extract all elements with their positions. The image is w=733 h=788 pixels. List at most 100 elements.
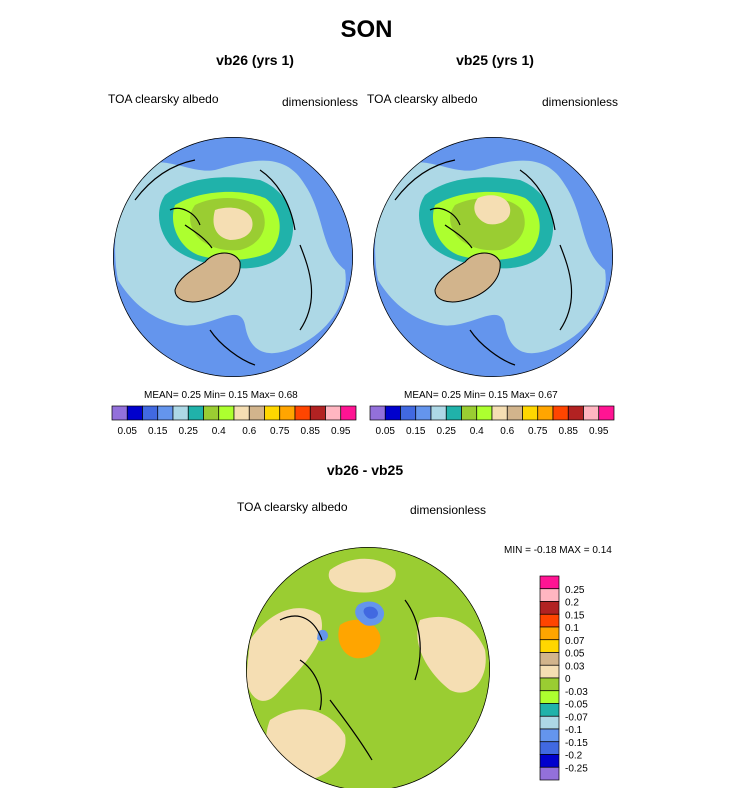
cb1-swatch-2: [142, 405, 159, 421]
cb2-tick-label: 0.6: [500, 426, 514, 437]
cb2-tick-label: 0.05: [376, 426, 396, 437]
cb2-swatch-8: [491, 405, 508, 421]
panel2-albedo-0.55-zone: [474, 195, 511, 225]
panel3-title: vb26 - vb25: [326, 462, 404, 478]
cb2-swatch-2: [400, 405, 417, 421]
cb3-tick-label: -0.07: [565, 712, 588, 723]
cb3-swatch-12: [539, 728, 560, 743]
min-value: 0.15: [488, 390, 508, 401]
max-value: 0.68: [278, 390, 298, 401]
cb2-swatch-3: [415, 405, 432, 421]
cb3-swatch-4: [539, 626, 560, 641]
panel1-units-label: dimensionless: [282, 95, 359, 109]
max-value: 0.67: [538, 390, 558, 401]
cb2-tick-label: 0.85: [559, 426, 579, 437]
cb1-tick-label: 0.95: [331, 426, 351, 437]
cb2-swatch-7: [476, 405, 493, 421]
cb3-swatch-8: [539, 677, 560, 692]
panel2-title: vb25 (yrs 1): [456, 52, 534, 68]
cb3-swatch-5: [539, 639, 560, 653]
cb3-swatch-14: [539, 754, 560, 768]
cb3-tick-label: 0.15: [565, 610, 585, 621]
cb2-swatch-12: [552, 405, 569, 421]
cb2-swatch-10: [522, 405, 539, 421]
cb3-swatch-0: [539, 575, 560, 590]
cb2-tick-label: 0.95: [589, 426, 609, 437]
cb3-tick-label: 0.2: [565, 598, 579, 609]
max-label: Max=: [250, 390, 276, 401]
min-label: Min=: [463, 390, 486, 401]
cb1-swatch-5: [187, 405, 204, 421]
cb2-swatch-1: [384, 405, 401, 421]
cb1-tick-label: 0.75: [270, 426, 290, 437]
panel3-positive-small-zone-a: [246, 608, 322, 701]
panel2-units-label: dimensionless: [542, 95, 619, 109]
panel2-variable-label: TOA clearsky albedo: [367, 92, 478, 106]
panel3-minmax: MIN = -0.18 MAX = 0.14: [504, 545, 612, 556]
cb3-tick-label: -0.15: [565, 738, 588, 749]
panel1-title: vb26 (yrs 1): [216, 52, 294, 68]
panel3-units-label: dimensionless: [410, 503, 487, 517]
cb3-tick-label: 0.1: [565, 623, 579, 634]
panel1-coastlines: [134, 159, 313, 366]
cb1-swatch-13: [309, 405, 326, 421]
panel2-coastlines: [394, 159, 573, 366]
cb1-swatch-9: [248, 405, 265, 421]
cb1-tick-label: 0.4: [212, 426, 226, 437]
cb1-tick-label: 0.25: [179, 426, 199, 437]
panel3-variable-label: TOA clearsky albedo: [237, 500, 348, 514]
cb3-swatch-2: [539, 601, 560, 615]
cb3-swatch-9: [539, 690, 560, 704]
cb1-swatch-10: [264, 405, 281, 421]
cb3-swatch-10: [539, 703, 560, 717]
cb3-swatch-1: [539, 588, 560, 602]
cb1-swatch-4: [172, 405, 189, 421]
cb1-swatch-15: [340, 405, 357, 421]
cb3-swatch-6: [539, 652, 560, 666]
panel3-coastlines: [279, 599, 421, 761]
cb1-swatch-8: [233, 405, 250, 421]
cb2-swatch-0: [369, 405, 386, 421]
cb1-swatch-0: [111, 405, 128, 421]
cb2-swatch-15: [598, 405, 615, 421]
mean-value: 0.25: [181, 390, 201, 401]
cb3-tick-label: 0.05: [565, 649, 585, 660]
cb1-swatch-7: [218, 405, 235, 421]
cb3-swatch-15: [539, 766, 560, 781]
cb2-swatch-13: [567, 405, 584, 421]
mean-label: MEAN=: [404, 390, 439, 401]
cb1-tick-label: 0.6: [242, 426, 256, 437]
cb3-swatch-3: [539, 613, 560, 628]
min-label: Min=: [203, 390, 226, 401]
mean-value: 0.25: [441, 390, 461, 401]
panel2-colorbar: 0.05 0.15 0.25 0.4 0.6 0.75 0.85 0.95: [369, 405, 615, 437]
cb3-tick-label: 0.03: [565, 661, 585, 672]
cb3-tick-label: -0.25: [565, 763, 588, 774]
cb3-tick-label: -0.05: [565, 700, 588, 711]
cb2-swatch-4: [430, 405, 447, 421]
cb3-tick-label: -0.03: [565, 687, 588, 698]
cb2-tick-label: 0.15: [406, 426, 426, 437]
cb1-swatch-6: [203, 405, 220, 421]
cb2-swatch-6: [461, 405, 478, 421]
cb3-swatch-13: [539, 741, 560, 755]
figure-title: SON: [340, 16, 393, 43]
cb1-swatch-3: [157, 405, 174, 421]
cb3-tick-label: 0: [565, 674, 571, 685]
max-label: Max=: [510, 390, 536, 401]
cb1-swatch-14: [325, 405, 342, 421]
cb1-tick-label: 0.15: [148, 426, 168, 437]
cb2-tick-label: 0.4: [470, 426, 484, 437]
panel1-variable-label: TOA clearsky albedo: [108, 92, 219, 106]
panel1-albedo-0.55-zone: [213, 207, 253, 240]
panel2-stats: MEAN= 0.25 Min= 0.15 Max= 0.67: [404, 390, 558, 401]
panel3-positive-0.07-zone: [338, 619, 381, 659]
cb2-swatch-14: [583, 405, 600, 421]
mean-label: MEAN=: [144, 390, 179, 401]
cb3-tick-label: 0.07: [565, 636, 585, 647]
cb2-tick-label: 0.25: [437, 426, 457, 437]
panel3-positive-small-zone-d: [328, 558, 396, 593]
panel3-positive-small-zone-c: [417, 616, 486, 693]
panel2-greenland: [434, 252, 501, 303]
cb1-tick-label: 0.05: [118, 426, 138, 437]
